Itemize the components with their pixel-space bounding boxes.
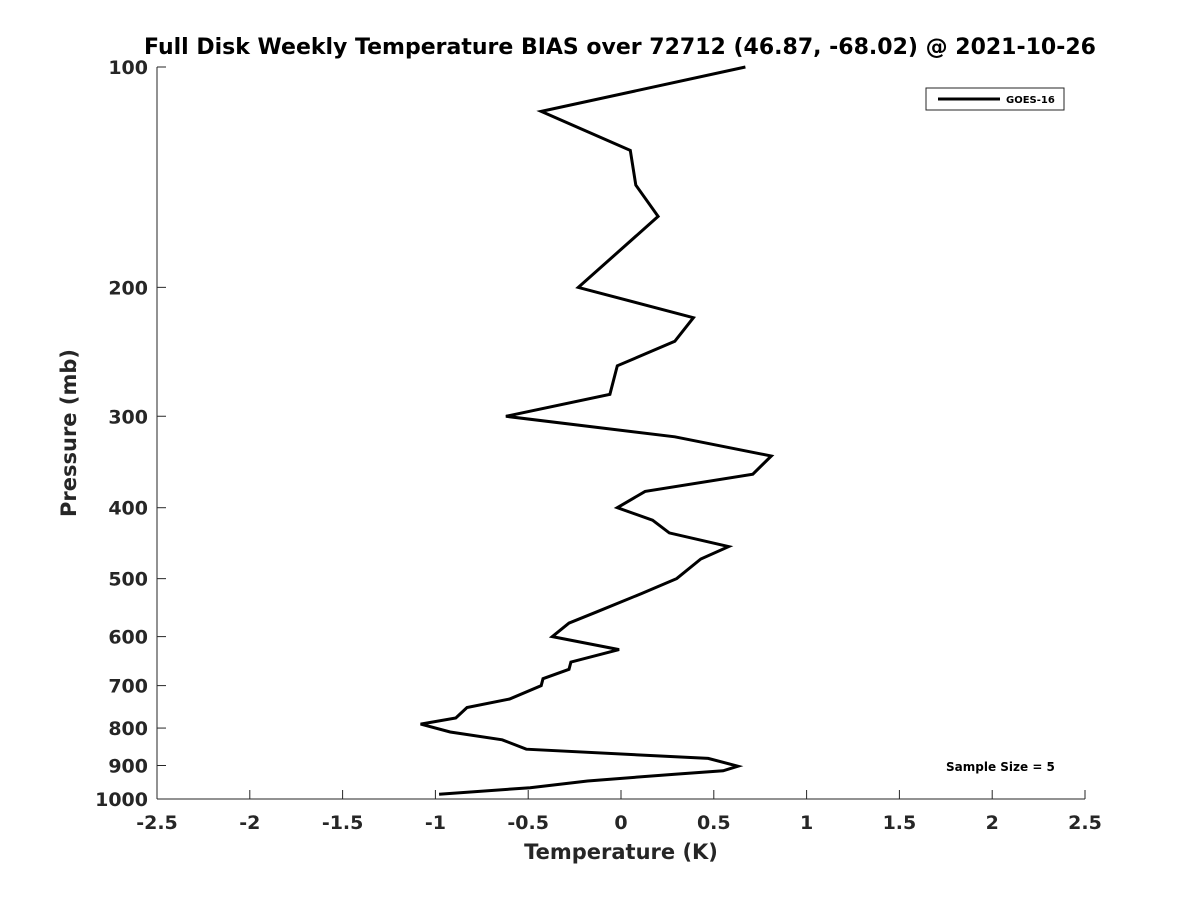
legend-label: GOES-16 <box>1006 95 1055 106</box>
y-tick-label: 900 <box>108 756 148 778</box>
chart-title: Full Disk Weekly Temperature BIAS over 7… <box>144 35 1096 60</box>
y-tick-label: 700 <box>108 676 148 698</box>
series-line-goes-16 <box>420 65 775 796</box>
y-tick-label: 800 <box>108 718 148 740</box>
sample-size-annotation: Sample Size = 5 <box>946 760 1055 774</box>
x-tick-label: 1 <box>800 812 813 834</box>
y-tick-label: 400 <box>108 498 148 520</box>
legend: GOES-16 <box>925 87 1065 111</box>
y-axis-label: Pressure (mb) <box>57 349 81 517</box>
x-tick-label: -2 <box>239 812 260 834</box>
y-tick-label: 200 <box>108 277 148 299</box>
y-tick-label: 600 <box>108 627 148 649</box>
x-tick-label: 2 <box>986 812 999 834</box>
x-tick-label: 0.5 <box>697 812 731 834</box>
y-tick-label: 300 <box>108 406 148 428</box>
x-tick-label: -2.5 <box>136 812 178 834</box>
x-axis-label: Temperature (K) <box>524 840 718 864</box>
x-tick-label: -1 <box>425 812 446 834</box>
x-tick-label: -0.5 <box>507 812 549 834</box>
y-tick-label: 500 <box>108 569 148 591</box>
y-tick-label: 1000 <box>95 789 148 811</box>
x-tick-label: 0 <box>614 812 627 834</box>
y-ticks: 100 200 300 400 500 600 700 800 900 1000 <box>95 57 166 811</box>
y-tick-label: 100 <box>108 57 148 79</box>
x-tick-label: -1.5 <box>322 812 364 834</box>
x-tick-label: 1.5 <box>883 812 917 834</box>
x-tick-label: 2.5 <box>1068 812 1102 834</box>
x-ticks: -2.5 -2 -1.5 -1 -0.5 0 0.5 1 1.5 2 2.5 <box>136 790 1102 834</box>
